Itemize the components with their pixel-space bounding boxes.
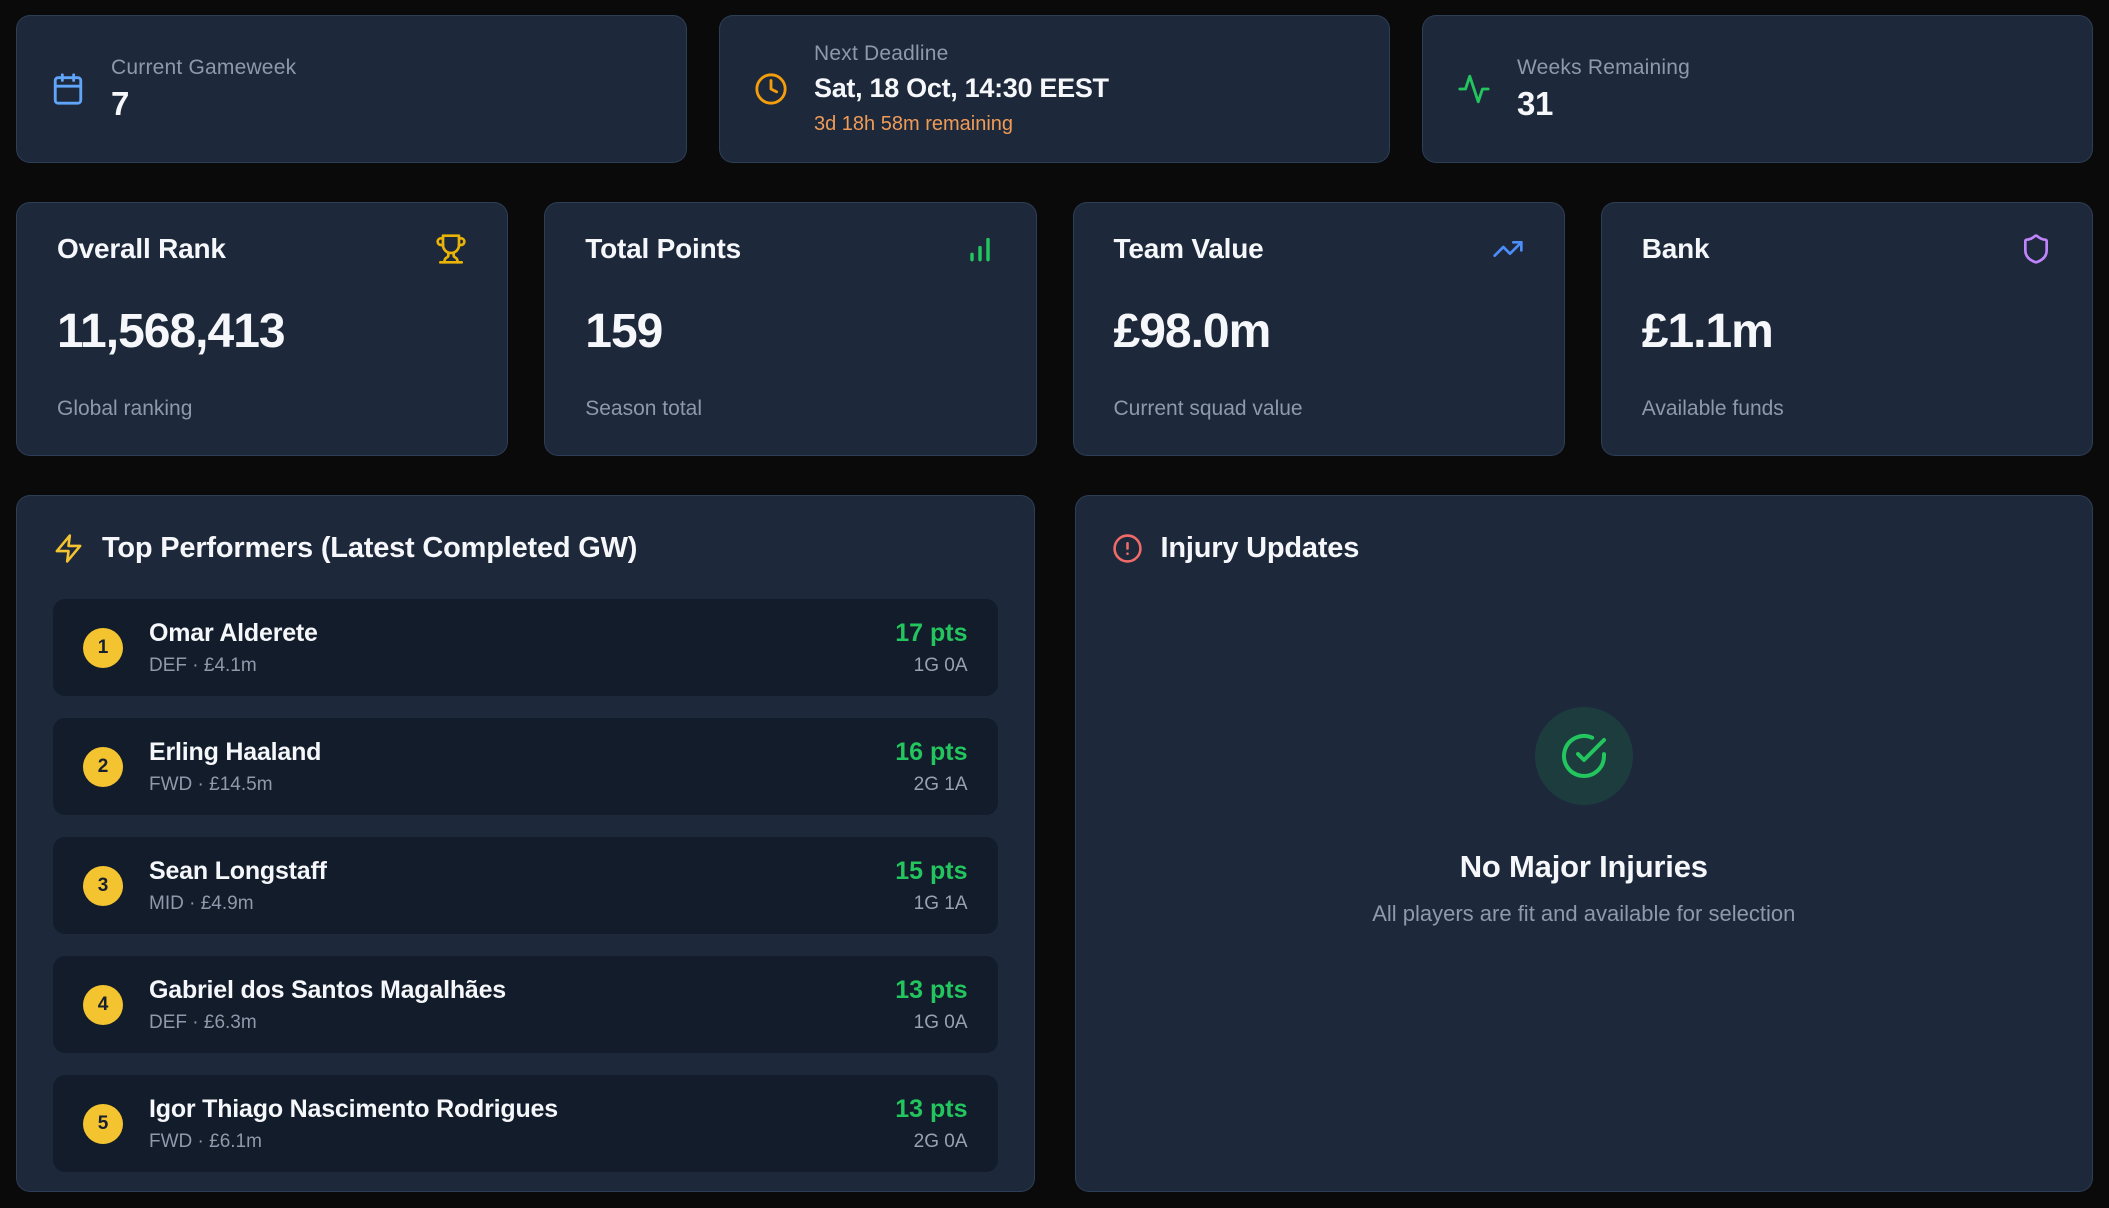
player-name: Gabriel dos Santos Magalhães [149, 975, 507, 1004]
calendar-icon [51, 72, 85, 106]
card-bank: Bank £1.1m Available funds [1600, 202, 2093, 456]
player-meta: DEF · £6.3m [149, 1011, 257, 1033]
player-points: 16 pts [895, 737, 968, 766]
injury-status-title: No Major Injuries [1459, 849, 1708, 884]
player-row[interactable]: 5 Igor Thiago Nascimento Rodrigues FWD ·… [53, 1075, 998, 1172]
player-name: Erling Haaland [149, 737, 322, 766]
deadline-value: Sat, 18 Oct, 14:30 EEST [814, 73, 1109, 103]
player-stats: 1G 0A [913, 1011, 968, 1033]
rank-badge: 3 [83, 865, 123, 906]
player-stats: 2G 0A [913, 1130, 968, 1152]
overall-rank-title: Overall Rank [57, 233, 226, 264]
player-row[interactable]: 1 Omar Alderete DEF · £4.1m 17 pts 1G 0A [53, 599, 998, 696]
shield-icon [2020, 233, 2052, 265]
card-total-points: Total Points 159 Season total [544, 202, 1037, 456]
injury-status-subtitle: All players are fit and available for se… [1372, 901, 1796, 926]
bank-sublabel: Available funds [1641, 397, 1784, 420]
player-points: 13 pts [895, 975, 968, 1004]
info-card-row: Current Gameweek 7 Next Deadline Sat, 18… [16, 15, 2093, 163]
activity-icon [1457, 72, 1491, 106]
deadline-label: Next Deadline [814, 42, 949, 65]
team-value-value: £98.0m [1113, 304, 1272, 358]
check-circle-icon [1534, 707, 1633, 805]
team-value-sublabel: Current squad value [1113, 397, 1303, 420]
player-stats: 1G 1A [913, 892, 968, 914]
injury-updates-title: Injury Updates [1160, 532, 1360, 564]
weeks-remaining-label: Weeks Remaining [1517, 55, 1691, 79]
team-value-title: Team Value [1113, 233, 1264, 264]
player-points: 15 pts [895, 856, 968, 885]
total-points-sublabel: Season total [585, 397, 703, 420]
player-row[interactable]: 3 Sean Longstaff MID · £4.9m 15 pts 1G 1… [53, 837, 998, 934]
rank-badge: 5 [83, 1103, 123, 1144]
fpl-dashboard: Current Gameweek 7 Next Deadline Sat, 18… [16, 15, 2093, 1192]
overall-rank-value: 11,568,413 [57, 304, 286, 358]
player-stats: 1G 0A [913, 654, 968, 676]
total-points-title: Total Points [585, 233, 741, 264]
card-team-value: Team Value £98.0m Current squad value [1072, 202, 1565, 456]
stat-card-row: Overall Rank 11,568,413 Global ranking T… [16, 202, 2093, 456]
weeks-remaining-value: 31 [1517, 84, 1554, 122]
player-points: 17 pts [895, 618, 968, 647]
player-name: Sean Longstaff [149, 856, 327, 885]
rank-badge: 1 [83, 627, 123, 668]
player-row[interactable]: 2 Erling Haaland FWD · £14.5m 16 pts 2G … [53, 718, 998, 815]
card-weeks-remaining: Weeks Remaining 31 [1422, 15, 2093, 163]
player-meta: MID · £4.9m [149, 892, 254, 914]
player-name: Igor Thiago Nascimento Rodrigues [149, 1094, 558, 1123]
section-injury-updates: Injury Updates No Major Injuries All pla… [1074, 495, 2093, 1192]
gameweek-value: 7 [111, 84, 130, 122]
section-row: Top Performers (Latest Completed GW) 1 O… [16, 495, 2093, 1192]
top-performers-title: Top Performers (Latest Completed GW) [102, 532, 638, 564]
rank-badge: 2 [83, 746, 123, 787]
overall-rank-sublabel: Global ranking [57, 397, 193, 420]
clock-icon [754, 72, 788, 106]
zap-icon [53, 533, 84, 564]
trending-up-icon [1492, 233, 1524, 265]
total-points-value: 159 [585, 304, 663, 358]
player-name: Omar Alderete [149, 618, 318, 647]
gameweek-label: Current Gameweek [111, 55, 297, 79]
card-overall-rank: Overall Rank 11,568,413 Global ranking [16, 202, 509, 456]
card-current-gameweek: Current Gameweek 7 [16, 15, 687, 163]
player-points: 13 pts [895, 1094, 968, 1123]
bar-chart-icon [964, 233, 996, 265]
player-meta: DEF · £4.1m [149, 654, 257, 676]
player-meta: FWD · £14.5m [149, 773, 273, 795]
deadline-countdown: 3d 18h 58m remaining [814, 113, 1014, 135]
player-meta: FWD · £6.1m [149, 1130, 262, 1152]
section-top-performers: Top Performers (Latest Completed GW) 1 O… [16, 495, 1035, 1192]
card-next-deadline: Next Deadline Sat, 18 Oct, 14:30 EEST 3d… [719, 15, 1390, 163]
trophy-icon [435, 233, 467, 265]
bank-title: Bank [1641, 233, 1710, 264]
bank-value: £1.1m [1641, 304, 1774, 358]
alert-circle-icon [1112, 533, 1143, 564]
player-row[interactable]: 4 Gabriel dos Santos Magalhães DEF · £6.… [53, 956, 998, 1053]
rank-badge: 4 [83, 984, 123, 1025]
player-stats: 2G 1A [913, 773, 968, 795]
